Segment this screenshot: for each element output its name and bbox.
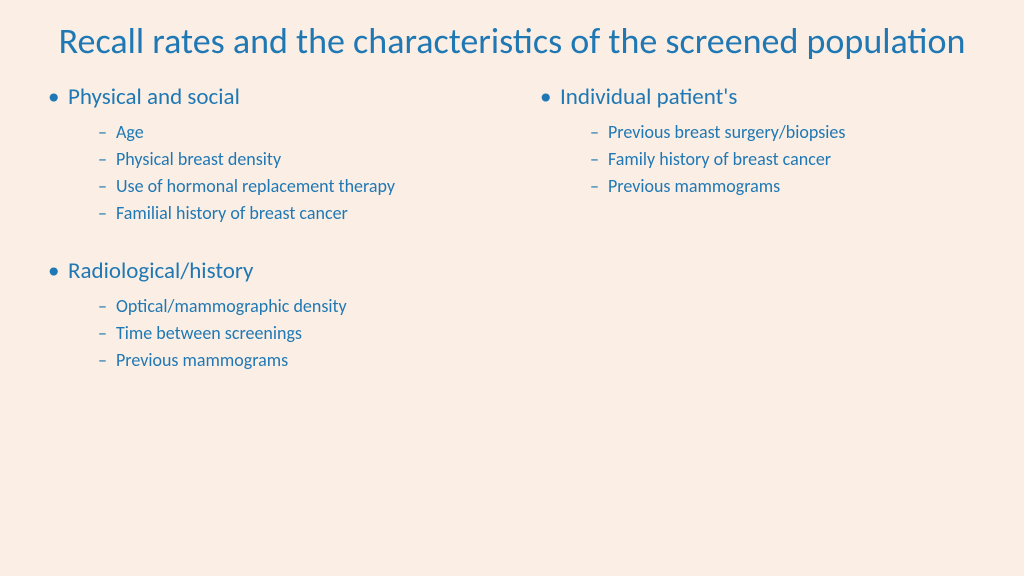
right-column: Individual patient's Previous breast sur…: [532, 83, 984, 404]
slide-container: Recall rates and the characteristics of …: [0, 0, 1024, 576]
section-heading: Radiological/history: [40, 257, 492, 285]
list-item: Family history of breast cancer: [590, 146, 984, 173]
list-item: Previous mammograms: [590, 173, 984, 200]
content-columns: Physical and social Age Physical breast …: [40, 83, 984, 404]
section-heading: Physical and social: [40, 83, 492, 111]
left-column: Physical and social Age Physical breast …: [40, 83, 492, 404]
list-item: Optical/mammographic density: [98, 293, 492, 320]
sub-list: Optical/mammographic density Time betwee…: [40, 293, 492, 374]
list-item: Physical breast density: [98, 146, 492, 173]
list-item: Use of hormonal replacement therapy: [98, 173, 492, 200]
section-physical-social: Physical and social Age Physical breast …: [40, 83, 492, 227]
list-item: Age: [98, 119, 492, 146]
section-heading: Individual patient's: [532, 83, 984, 111]
list-item: Previous breast surgery/biopsies: [590, 119, 984, 146]
slide-title: Recall rates and the characteristics of …: [40, 20, 984, 63]
list-item: Time between screenings: [98, 320, 492, 347]
list-item: Familial history of breast cancer: [98, 200, 492, 227]
section-radiological: Radiological/history Optical/mammographi…: [40, 257, 492, 374]
sub-list: Age Physical breast density Use of hormo…: [40, 119, 492, 227]
list-item: Previous mammograms: [98, 347, 492, 374]
section-individual-patient: Individual patient's Previous breast sur…: [532, 83, 984, 200]
sub-list: Previous breast surgery/biopsies Family …: [532, 119, 984, 200]
